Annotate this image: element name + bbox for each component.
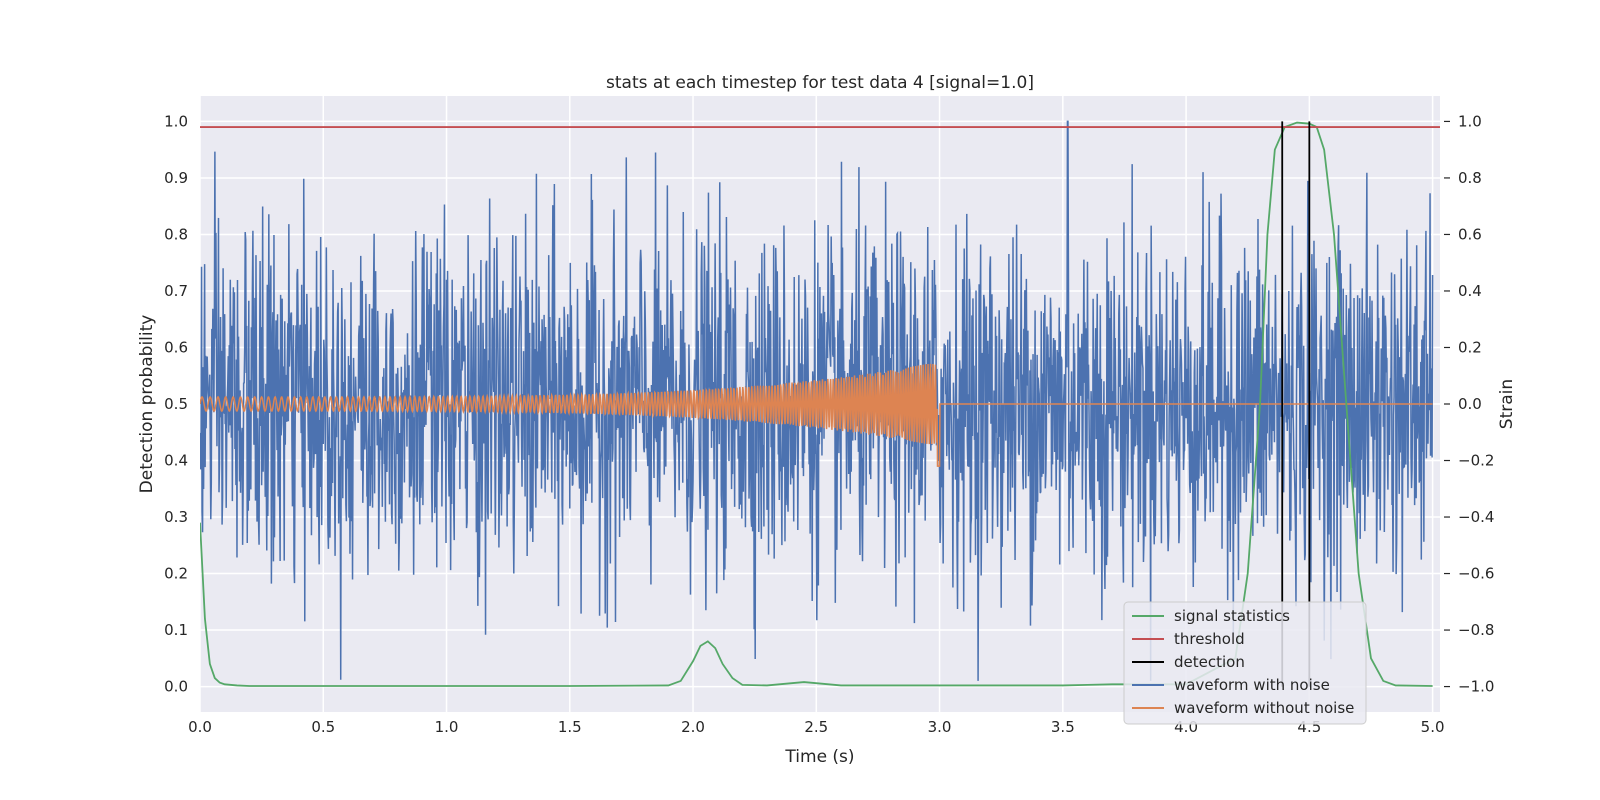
x-tick-label: 1.0 bbox=[435, 718, 459, 736]
y-right-tick-label: 0.6 bbox=[1458, 225, 1482, 243]
y-axis-left-label: Detection probability bbox=[137, 315, 157, 494]
y-right-tick-label: −0.8 bbox=[1458, 621, 1494, 639]
legend: signal statistics threshold detection wa… bbox=[1123, 601, 1367, 725]
y-left-tick-label: 0.8 bbox=[164, 225, 188, 243]
x-tick-label: 3.0 bbox=[928, 718, 952, 736]
x-tick-label: 2.5 bbox=[804, 718, 828, 736]
y-left-tick-label: 0.2 bbox=[164, 565, 188, 583]
y-right-tick-label: −0.2 bbox=[1458, 452, 1494, 470]
y-left-tick-label: 0.4 bbox=[164, 452, 188, 470]
x-tick-label: 5.0 bbox=[1421, 718, 1445, 736]
chart-title: stats at each timestep for test data 4 [… bbox=[606, 73, 1034, 93]
x-axis-label: Time (s) bbox=[784, 747, 854, 767]
x-tick-label: 2.0 bbox=[681, 718, 705, 736]
legend-box bbox=[1123, 601, 1367, 725]
y-right-tick-label: 0.0 bbox=[1458, 395, 1482, 413]
x-tick-label: 1.5 bbox=[558, 718, 582, 736]
y-left-tick-label: 0.1 bbox=[164, 621, 188, 639]
waveform-with-noise-line bbox=[200, 120, 1434, 681]
legend-label-signal-statistics: signal statistics bbox=[1174, 607, 1290, 625]
legend-label-threshold: threshold bbox=[1174, 630, 1245, 648]
y-left-tick-label: 0.3 bbox=[164, 508, 188, 526]
x-tick-label: 3.5 bbox=[1051, 718, 1075, 736]
y-left-tick-label: 1.0 bbox=[164, 112, 188, 130]
y-right-tick-label: 1.0 bbox=[1458, 112, 1482, 130]
y-right-tick-label: 0.8 bbox=[1458, 169, 1482, 187]
y-left-tick-label: 0.7 bbox=[164, 282, 188, 300]
legend-label-waveform-with-noise: waveform with noise bbox=[1174, 676, 1330, 694]
y-left-tick-label: 0.0 bbox=[164, 678, 188, 696]
y-axis-right-label: Strain bbox=[1497, 379, 1517, 429]
legend-label-waveform-without-noise: waveform without noise bbox=[1174, 699, 1354, 717]
y-left-tick-label: 0.6 bbox=[164, 338, 188, 356]
y-left-tick-label: 0.5 bbox=[164, 395, 188, 413]
y-right-tick-label: 0.2 bbox=[1458, 338, 1482, 356]
y-right-tick-label: −0.4 bbox=[1458, 508, 1494, 526]
signal-statistics-line bbox=[200, 121, 1433, 687]
x-tick-label: 0.0 bbox=[188, 718, 212, 736]
y-right-tick-label: 0.4 bbox=[1458, 282, 1482, 300]
detection-lines bbox=[1281, 121, 1311, 687]
y-right-tick-label: −1.0 bbox=[1458, 678, 1494, 696]
waveform-without-noise-line bbox=[200, 363, 1433, 467]
y-right-tick-label: −0.6 bbox=[1458, 565, 1494, 583]
legend-label-detection: detection bbox=[1174, 653, 1245, 671]
y-left-tick-label: 0.9 bbox=[164, 169, 188, 187]
x-tick-label: 0.5 bbox=[311, 718, 335, 736]
